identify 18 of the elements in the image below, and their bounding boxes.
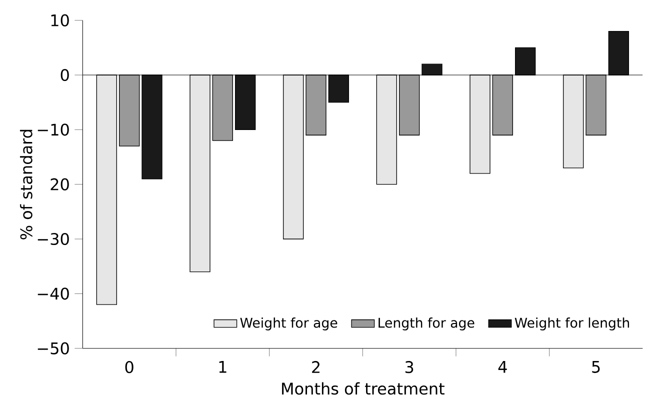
x-tick-label: 5 — [592, 361, 600, 373]
x-tick-label: 0 — [125, 361, 134, 374]
y-tick-label: −10 — [38, 124, 69, 136]
x-tick-label: 2 — [312, 361, 320, 373]
y-tick-label: −40 — [38, 288, 69, 300]
x-tick-label: 3 — [405, 361, 414, 374]
legend-label: Length for age — [378, 317, 474, 330]
y-axis-title: % of standard — [20, 130, 32, 240]
y-tick-label: 20 — [50, 178, 69, 190]
y-tick-label: −30 — [38, 232, 69, 246]
x-tick-label: 1 — [219, 361, 226, 373]
y-tick-label: 0 — [60, 68, 69, 82]
x-axis-title: Months of treatment — [282, 382, 444, 395]
legend-label: Weight for length — [514, 317, 630, 330]
y-tick-label: −50 — [38, 342, 69, 354]
x-tick-label: 4 — [498, 361, 507, 373]
y-tick-label: 10 — [51, 14, 69, 26]
legend-label: Weight for age — [240, 317, 338, 330]
